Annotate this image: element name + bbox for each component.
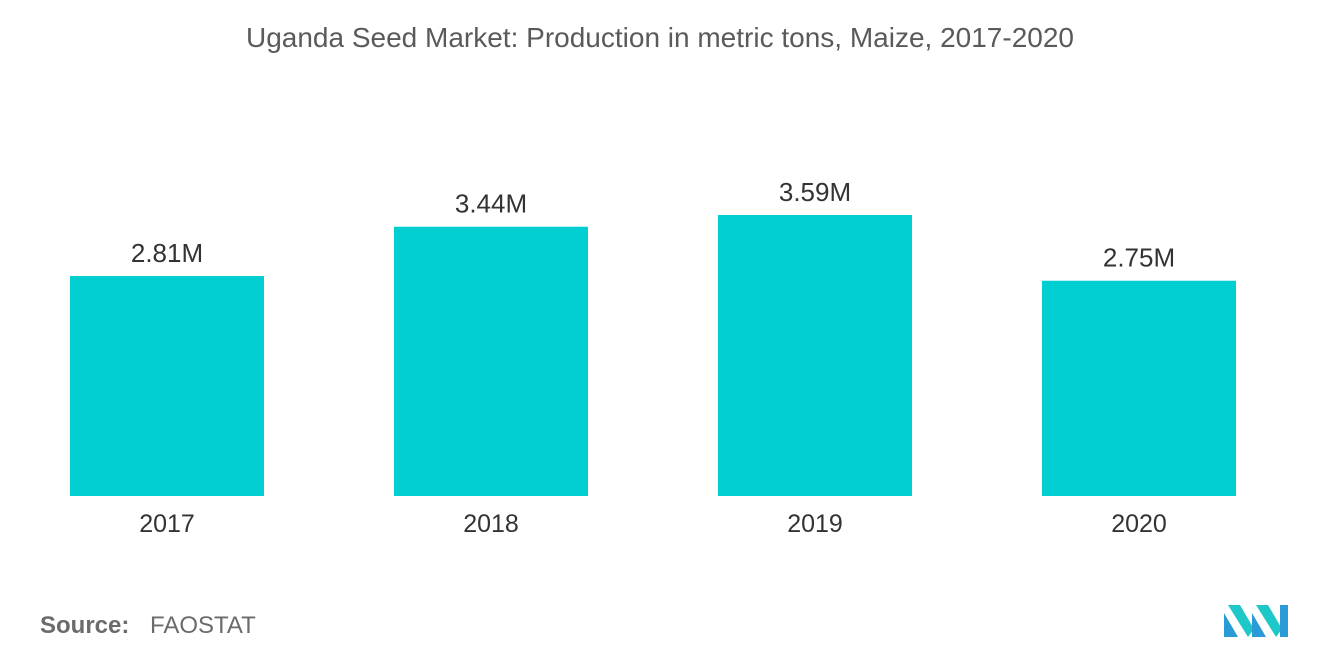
bar-2017 <box>70 276 264 496</box>
x-tick-label-2020: 2020 <box>1111 510 1167 538</box>
data-label-2020: 2.75M <box>1103 243 1175 273</box>
source-note: Source: FAOSTAT <box>40 612 256 640</box>
bar-2018 <box>394 226 588 496</box>
source-label: Source: <box>40 612 130 639</box>
x-tick-label-2017: 2017 <box>139 510 195 538</box>
data-label-2019: 3.59M <box>779 177 851 207</box>
data-label-2017: 2.81M <box>131 238 203 268</box>
x-tick-label-2018: 2018 <box>463 510 519 538</box>
x-tick-label-2019: 2019 <box>787 510 843 538</box>
data-label-2018: 3.44M <box>455 189 527 219</box>
chart-title: Uganda Seed Market: Production in metric… <box>245 22 1074 53</box>
bar-2019 <box>718 215 912 496</box>
bar-chart: 2.81M 2017 3.44M 2018 3.59M 2019 2.75M 2020 <box>70 177 1236 538</box>
bar-2020 <box>1042 280 1236 496</box>
mordor-logo-icon <box>1224 605 1288 637</box>
source-value: FAOSTAT <box>150 612 256 639</box>
